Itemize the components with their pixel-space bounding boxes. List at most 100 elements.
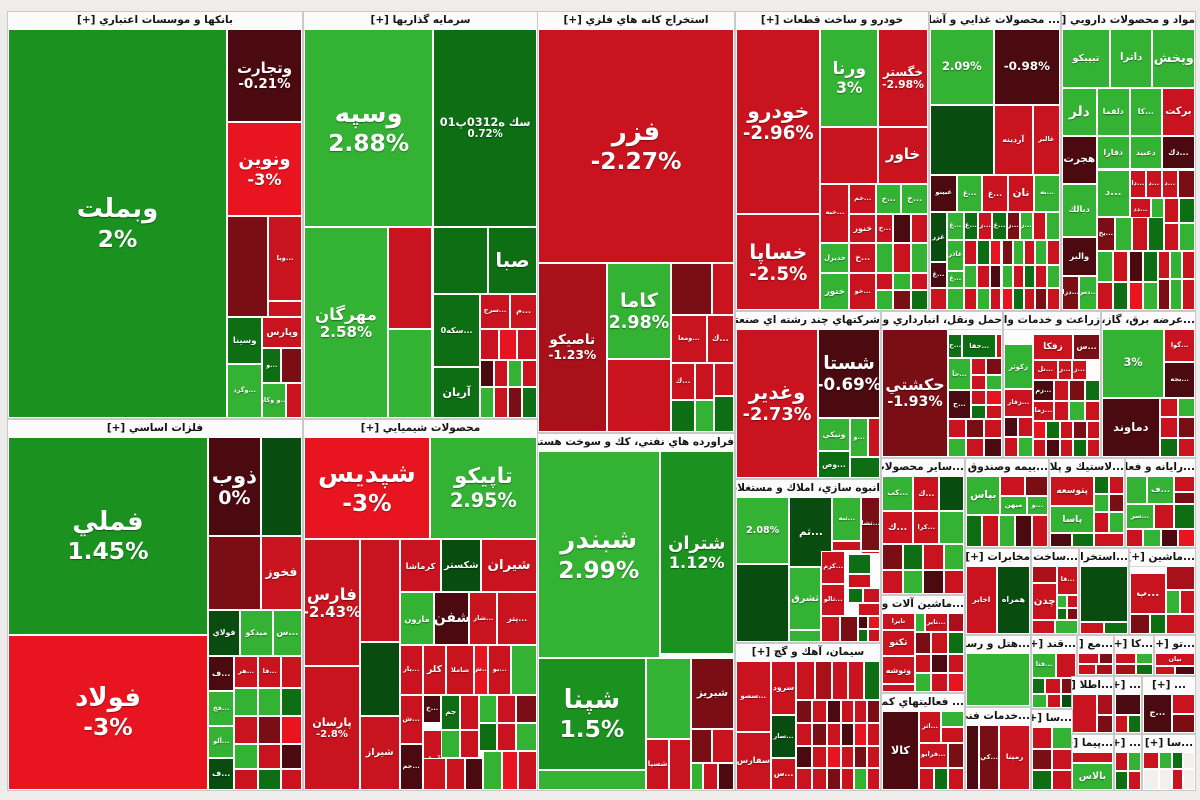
sector-header-expand[interactable]: ...اطلا [+] [1072,677,1113,695]
tile-...ح[interactable]: ...ح [948,334,963,359]
tile-...بو[interactable]: ...بو [488,645,512,695]
tile-...سار[interactable]: ...سار [770,715,797,758]
tile[interactable] [1115,664,1136,675]
tile-...ف[interactable]: ...ف [207,655,235,692]
tile[interactable] [690,728,713,763]
tile[interactable] [882,684,915,692]
tile-پارسان[interactable]: پارسان -2.8% [304,666,360,790]
tile-...سر[interactable]: ...سر [1126,504,1154,530]
tile[interactable] [1023,239,1036,266]
tile[interactable] [1128,715,1141,733]
tile[interactable] [1171,752,1184,770]
tile[interactable] [867,699,880,723]
tile[interactable] [645,657,691,740]
tile[interactable] [1045,677,1061,695]
tile-...و[interactable]: ...و [262,347,282,383]
tile[interactable] [1035,287,1047,310]
tile[interactable] [812,722,827,747]
tile[interactable] [1128,771,1141,790]
tile[interactable] [963,265,977,288]
tile[interactable] [910,273,928,291]
tile[interactable] [1164,222,1180,251]
tile[interactable] [1115,715,1128,733]
sector-header-expand[interactable]: ...رايانه و فعا [+] [1126,459,1195,477]
tile-وسينا[interactable]: وسينا [227,316,263,364]
tile[interactable] [854,699,868,723]
tile-ونيكي[interactable]: ونيكي [818,418,850,452]
tile-...ثالو[interactable]: ...ثالو [820,584,846,616]
sector-header-expand[interactable]: ... فعاليتهاي كمكي [+] [882,694,964,712]
tile[interactable] [1104,621,1128,634]
tile[interactable] [712,728,734,763]
sector-header-expand[interactable]: ...قند [+] [1032,636,1076,654]
sector-header-expand[interactable]: ...استخراج [+] [1080,549,1128,567]
tile[interactable] [976,239,990,266]
tile[interactable] [1159,398,1179,418]
tile[interactable] [963,239,977,266]
tile-شبندر[interactable]: شبندر 2.99% [538,451,660,658]
tile[interactable] [1148,217,1165,251]
tile-...قثا[interactable]: ...قثا [1032,653,1057,678]
tile[interactable] [1053,400,1070,422]
tile[interactable] [694,399,715,432]
tile-...ك[interactable]: ...ك [706,315,734,364]
tile[interactable] [1080,566,1128,622]
tile[interactable] [1164,197,1180,223]
tile-ميهن[interactable]: ميهن [1000,495,1027,516]
tile-...ز[interactable]: ...ز [1072,359,1087,381]
tile[interactable] [1035,265,1047,288]
tile[interactable] [1179,197,1195,223]
tile[interactable] [876,242,894,274]
tile-اخابر[interactable]: اخابر [966,566,997,634]
tile[interactable] [970,375,987,391]
tile[interactable] [714,363,734,396]
tile[interactable] [464,758,484,790]
tile[interactable] [970,358,987,376]
tile-مارون[interactable]: مارون [399,592,435,646]
tile-...خ[interactable]: ...خ [901,183,928,215]
tile[interactable] [1096,715,1113,733]
tile[interactable] [914,613,925,632]
tile[interactable] [947,742,964,768]
tile[interactable] [1047,287,1060,310]
tile-...ج[interactable]: ...ج [1143,694,1172,733]
sector-header-expand[interactable]: استخراج کانه هاي فلزي [+] [538,12,734,30]
tile[interactable] [433,227,489,294]
tile[interactable] [1157,250,1170,280]
sector-header-expand[interactable]: فلزات اساسي [+] [8,420,302,438]
tile-شيراز[interactable]: شيراز [359,715,400,790]
tile-...كرا[interactable]: ...كرا [913,511,940,545]
tile[interactable] [460,694,479,730]
tile-...فرابو[interactable]: ...فرابو [918,742,948,768]
tile[interactable] [1045,211,1060,240]
tile-ميدكو[interactable]: ميدكو [240,609,273,656]
tile[interactable] [1174,476,1195,492]
tile-...وبا[interactable]: ...وبا [268,215,302,302]
tile[interactable] [1143,769,1159,790]
tile-...خ[interactable]: ...خ [849,242,877,274]
tile-زفكا[interactable]: زفكا [1032,334,1074,360]
tile[interactable] [1084,380,1100,401]
tile[interactable] [1018,436,1033,457]
tile-...و[interactable]: ...و [1026,495,1048,516]
tile[interactable] [281,655,302,688]
tile-...م[interactable]: ...م [510,293,537,329]
tile[interactable] [854,722,868,747]
tile[interactable] [796,746,813,769]
tile[interactable] [989,239,1002,266]
tile[interactable] [1126,529,1144,547]
tile[interactable] [848,573,872,589]
tile-ونوين[interactable]: ونوين -3% [227,122,302,216]
tile-وپارس[interactable]: وپارس [262,316,302,348]
sector-header-expand[interactable]: انبوه سازي، املاك و مستغلات [+] [736,480,880,498]
tile[interactable] [1094,511,1110,533]
tile[interactable] [718,762,734,790]
tile[interactable] [976,265,990,288]
tile[interactable] [848,588,863,603]
tile[interactable] [841,699,855,723]
tile-حكشتي[interactable]: حكشتي -1.93% [882,329,948,457]
tile[interactable] [1143,752,1159,770]
tile[interactable] [947,654,964,674]
tile[interactable] [521,386,537,418]
sector-header-expand[interactable]: ...ساير محصولات كا [+] [882,459,964,477]
